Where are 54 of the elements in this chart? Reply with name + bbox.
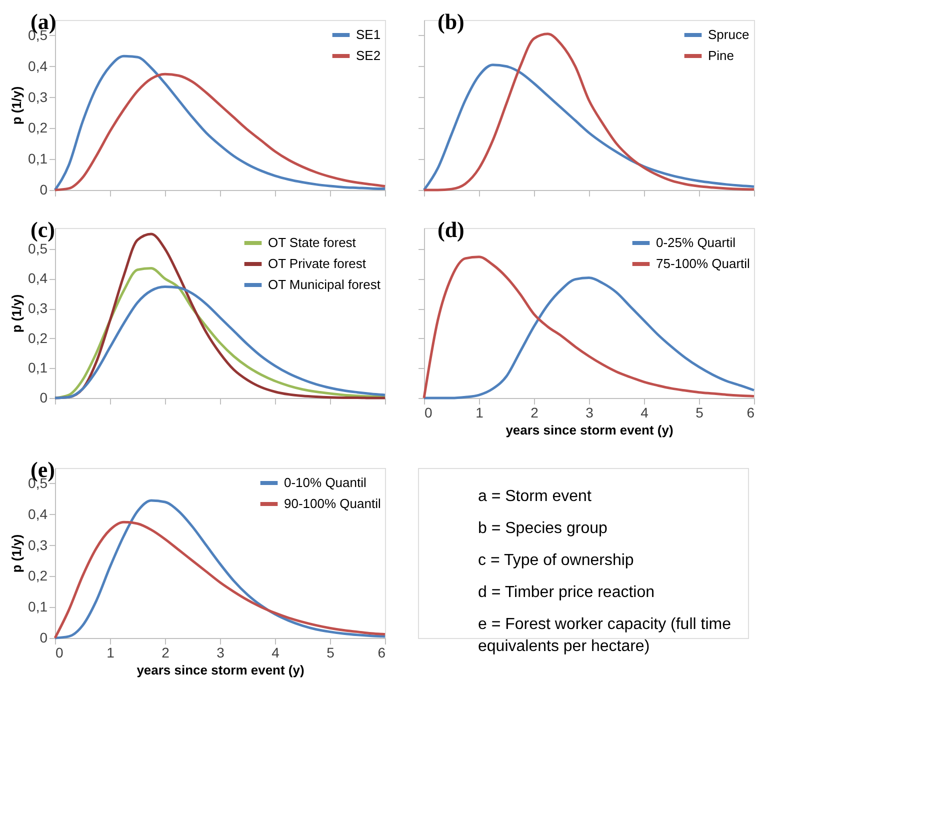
text: a = Storm event (478, 488, 592, 505)
x-tick-label: 3 (586, 404, 594, 420)
y-tick-label: 0,4 (28, 58, 48, 74)
x-tick-label: 4 (272, 644, 280, 660)
legend-label: OT Private forest (268, 256, 366, 271)
legend-label: SE1 (356, 27, 381, 42)
text: c = Type of ownership (478, 552, 634, 569)
y-tick-label: 0 (40, 390, 48, 406)
x-tick-label: 1 (476, 404, 484, 420)
y-tick-label: 0,2 (28, 568, 48, 584)
y-tick-label: 0,4 (28, 506, 48, 522)
y-axis-title: p (1/y) (9, 294, 24, 333)
x-tick-label: 5 (696, 404, 704, 420)
legend-label: 0-10% Quantil (284, 475, 366, 490)
y-tick-label: 0,1 (28, 598, 48, 615)
y-tick-label: 0,2 (28, 120, 48, 136)
x-tick-label: 2 (530, 404, 539, 420)
y-tick-label: 0 (40, 630, 48, 646)
y-tick-label: 0,1 (28, 360, 48, 376)
y-axis-title: p (1/y) (9, 86, 24, 125)
chart-title: (c) (30, 217, 55, 242)
chart-title: (d) (438, 217, 464, 242)
chart-title: (b) (438, 9, 464, 34)
legend-label: Pine (708, 48, 734, 63)
text: e = Forest worker capacity (full time equivalents per hectare) (478, 616, 732, 655)
y-axis-title: p (1/y) (9, 534, 24, 573)
x-tick-label: 2 (162, 644, 170, 660)
legend-label: OT Municipal forest (268, 277, 381, 292)
legend-label: OT State forest (268, 235, 356, 250)
y-tick-label: 0,3 (28, 88, 48, 105)
y-tick-label: 0 (40, 182, 48, 198)
y-tick-label: 0,3 (28, 536, 48, 553)
legend-label: 75-100% Quartil (656, 256, 750, 271)
y-tick-label: 0,3 (28, 300, 48, 316)
legend-label: 90-100% Quantil (284, 496, 381, 511)
x-tick-label: 5 (326, 644, 335, 660)
x-tick-label: 1 (106, 644, 115, 660)
text: d = Timber price reaction (478, 584, 655, 601)
x-tick-label: 3 (216, 644, 225, 660)
x-tick-label: 4 (640, 404, 649, 420)
y-tick-label: 0,2 (28, 330, 48, 346)
x-tick-label: 0 (424, 404, 432, 420)
y-tick-label: 0,4 (28, 270, 48, 286)
x-tick-label: 6 (746, 404, 755, 420)
legend-label: SE2 (356, 48, 381, 63)
legend-label: Spruce (708, 27, 750, 42)
x-tick-label: 6 (378, 644, 386, 660)
text: b = Species group (478, 520, 608, 537)
y-tick-label: 0,1 (28, 150, 48, 167)
x-tick-label: 0 (56, 644, 64, 660)
x-axis-title: years since storm event (y) (136, 662, 304, 678)
legend-label: 0-25% Quartil (656, 235, 736, 250)
x-axis-title: years since storm event (y) (506, 422, 674, 438)
y-tick-label: 0,5 (28, 240, 48, 256)
